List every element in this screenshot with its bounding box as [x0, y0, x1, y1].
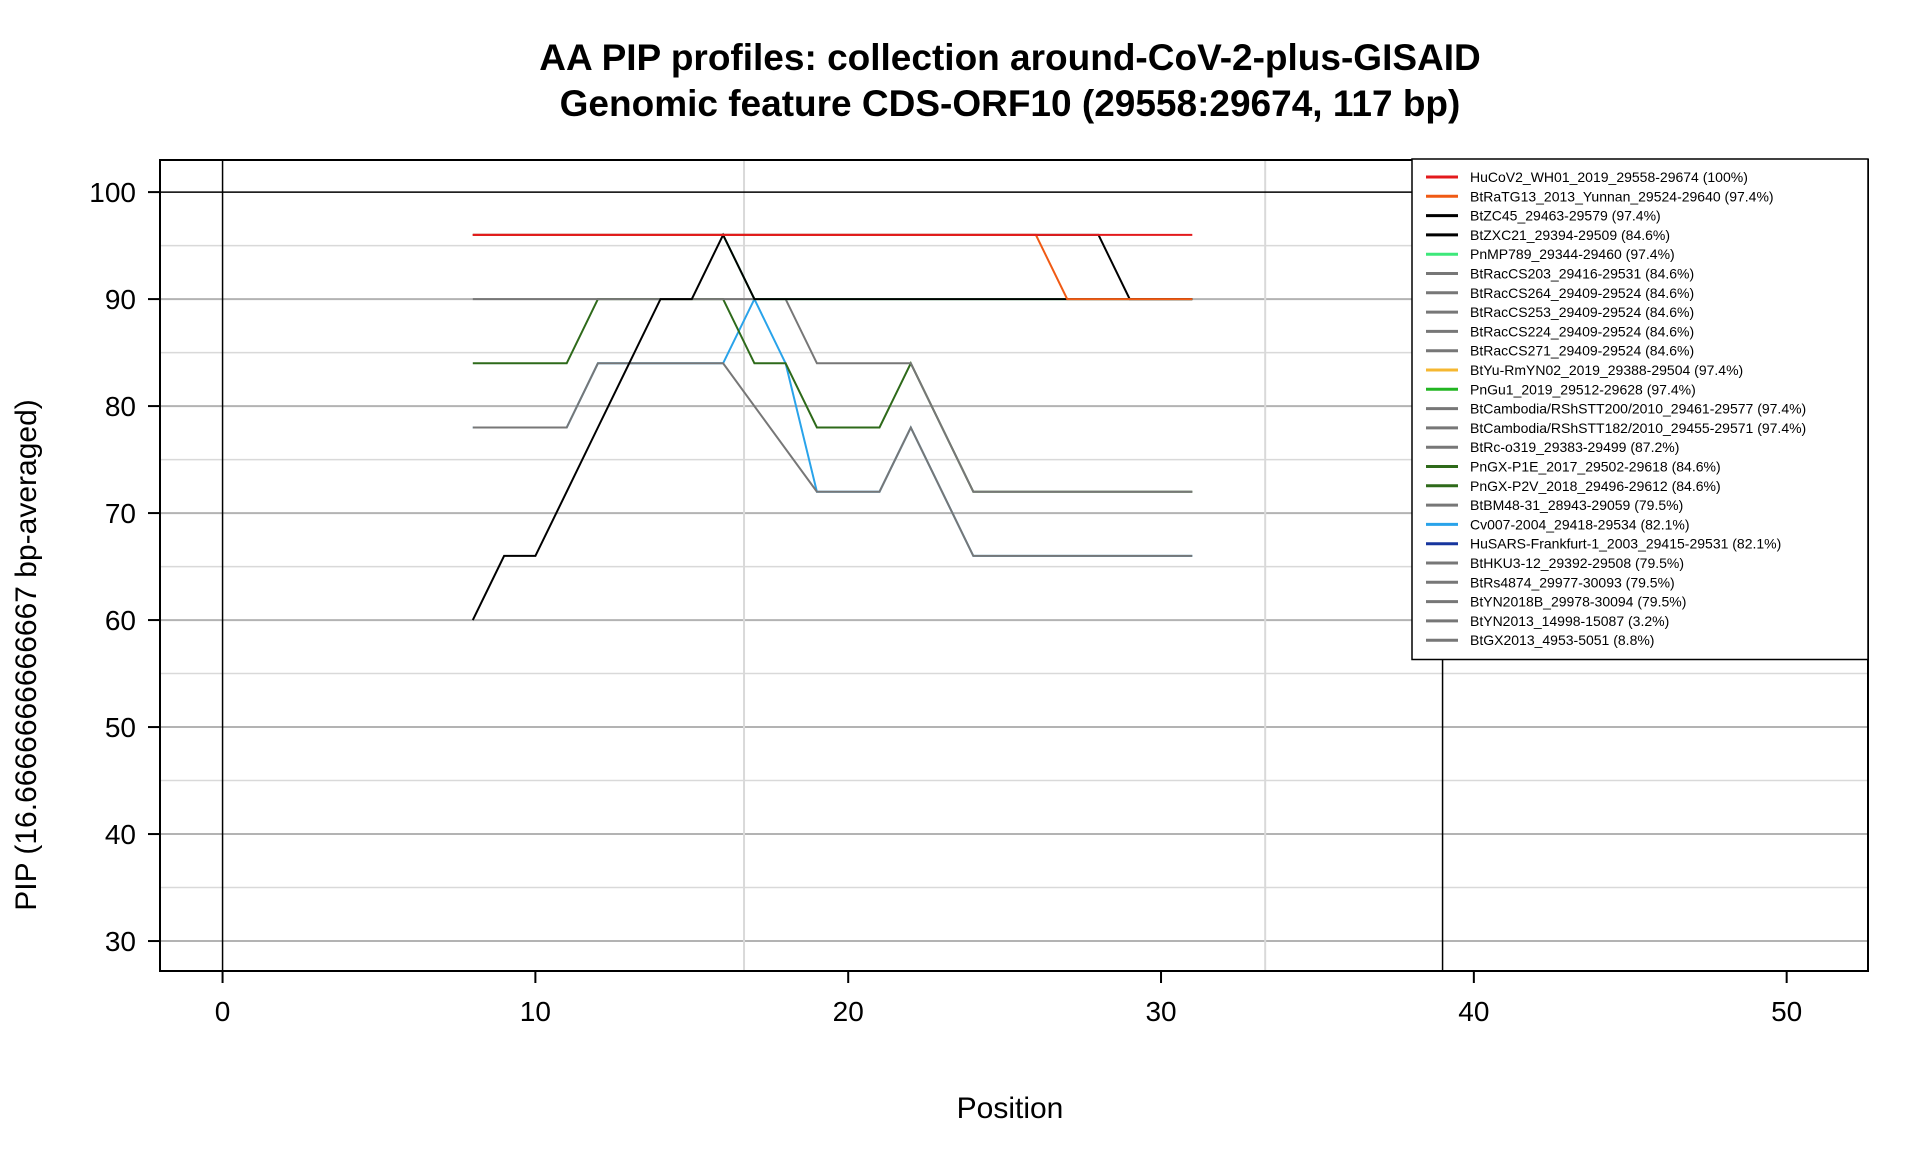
- legend-entry: BtRacCS253_29409-29524 (84.6%): [1470, 304, 1694, 320]
- legend-entry: BtRaTG13_2013_Yunnan_29524-29640 (97.4%): [1470, 188, 1774, 204]
- x-axis: 0 10 20 30 40 50: [215, 971, 1802, 1027]
- x-tick-label: 20: [833, 996, 864, 1027]
- x-tick-label: 30: [1145, 996, 1176, 1027]
- legend-entry: BtRacCS224_29409-29524 (84.6%): [1470, 323, 1694, 339]
- legend-entry: BtCambodia/RShSTT182/2010_29455-29571 (9…: [1470, 420, 1806, 436]
- legend-entry: PnMP789_29344-29460 (97.4%): [1470, 246, 1675, 262]
- legend-entry: HuSARS-Frankfurt-1_2003_29415-29531 (82.…: [1470, 536, 1781, 552]
- y-tick-label: 50: [105, 712, 136, 743]
- y-tick-label: 90: [105, 284, 136, 315]
- legend-entry: BtHKU3-12_29392-29508 (79.5%): [1470, 555, 1684, 571]
- chart-subtitle: Genomic feature CDS-ORF10 (29558:29674, …: [560, 83, 1461, 124]
- legend-entry: PnGX-P1E_2017_29502-29618 (84.6%): [1470, 459, 1721, 475]
- legend-entry: BtYN2013_14998-15087 (3.2%): [1470, 613, 1669, 629]
- legend-entry: Cv007-2004_29418-29534 (82.1%): [1470, 516, 1690, 532]
- y-tick-label: 30: [105, 926, 136, 957]
- legend-entry: BtBM48-31_28943-29059 (79.5%): [1470, 497, 1683, 513]
- legend-entry: BtCambodia/RShSTT200/2010_29461-29577 (9…: [1470, 401, 1806, 417]
- series-lines: [471, 232, 1193, 621]
- legend-entry: HuCoV2_WH01_2019_29558-29674 (100%): [1470, 169, 1748, 185]
- legend-entry: BtRacCS271_29409-29524 (84.6%): [1470, 343, 1694, 359]
- legend-entry: BtRacCS203_29416-29531 (84.6%): [1470, 266, 1694, 282]
- y-tick-label: 100: [89, 177, 136, 208]
- legend-entry: BtRc-o319_29383-29499 (87.2%): [1470, 439, 1679, 455]
- legend-box: [1411, 158, 1869, 661]
- x-tick-label: 50: [1771, 996, 1802, 1027]
- x-tick-label: 0: [215, 996, 231, 1027]
- legend-entry: BtGX2013_4953-5051 (8.8%): [1470, 632, 1654, 648]
- legend-entry: BtZC45_29463-29579 (97.4%): [1470, 208, 1661, 224]
- legend-entry: PnGX-P2V_2018_29496-29612 (84.6%): [1470, 478, 1721, 494]
- series-line: [722, 234, 1193, 301]
- y-tick-label: 70: [105, 498, 136, 529]
- legend-entry: BtRacCS264_29409-29524 (84.6%): [1470, 285, 1694, 301]
- series-line: [472, 233, 1193, 301]
- legend-entry: BtYN2018B_29978-30094 (79.5%): [1470, 594, 1686, 610]
- chart-title: AA PIP profiles: collection around-CoV-2…: [539, 37, 1481, 78]
- y-tick-label: 40: [105, 819, 136, 850]
- y-axis-label: PIP (16.6666666666667 bp-averaged): [10, 399, 43, 911]
- legend-entry: BtYu-RmYN02_2019_29388-29504 (97.4%): [1470, 362, 1743, 378]
- legend: HuCoV2_WH01_2019_29558-29674 (100%) BtRaT…: [1411, 158, 1869, 661]
- series-line: [472, 362, 1193, 557]
- series-line: [471, 232, 1193, 621]
- x-tick-label: 10: [520, 996, 551, 1027]
- series-line: [472, 233, 1193, 301]
- y-axis: 30 40 50 60 70 80 90 100: [89, 177, 160, 957]
- y-tick-label: 80: [105, 391, 136, 422]
- y-tick-label: 60: [105, 605, 136, 636]
- x-tick-label: 40: [1458, 996, 1489, 1027]
- legend-entry: PnGu1_2019_29512-29628 (97.4%): [1470, 381, 1696, 397]
- legend-entry: BtZXC21_29394-29509 (84.6%): [1470, 227, 1670, 243]
- x-axis-label: Position: [957, 1092, 1064, 1125]
- legend-entry: BtRs4874_29977-30093 (79.5%): [1470, 574, 1675, 590]
